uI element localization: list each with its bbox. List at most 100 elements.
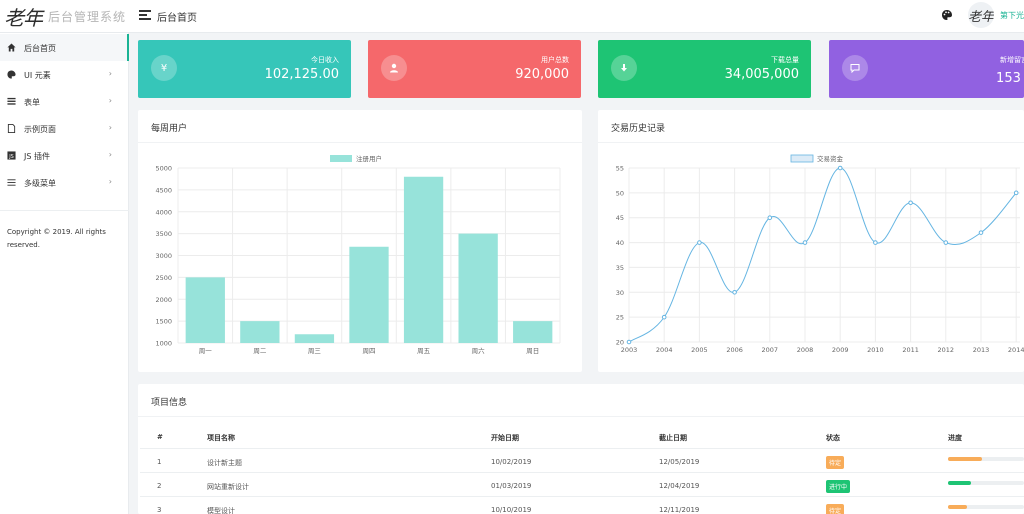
- weekly-users-chart: 注册用户 1000 1500 2000 2500 3000 3500 4000 4500 5000…: [155, 154, 561, 355]
- bar: [513, 321, 553, 343]
- trade-history-panel: 交易历史记录 交易资金 20 25 30 35 40 45 50 55 2003 2004 2005 2…: [598, 110, 1024, 372]
- home-icon: [7, 43, 16, 52]
- chevron-right-icon: ›: [108, 123, 112, 132]
- stat-value: 34,005,000: [724, 67, 799, 82]
- data-point: [626, 339, 632, 345]
- sidebar-item-forms[interactable]: 表单 ›: [0, 88, 129, 115]
- y-tick-label: 3000: [155, 252, 172, 260]
- x-tick-label: 2013: [973, 346, 990, 354]
- legend-label: 交易资金: [817, 154, 844, 163]
- stat-card-downloads[interactable]: 下载总量 34,005,000: [598, 40, 811, 98]
- panel-title: 项目信息: [151, 398, 188, 408]
- js-icon: JS: [7, 151, 16, 160]
- sidebar-item-label: UI 元素: [24, 71, 51, 80]
- table-divider: [140, 496, 1024, 497]
- x-tick-label: 周二: [253, 347, 266, 355]
- data-point: [873, 240, 878, 245]
- y-tick-label: 35: [616, 264, 624, 272]
- panel-divider: [598, 142, 1024, 143]
- data-point: [978, 230, 984, 235]
- sidebar-item-pages[interactable]: 示例页面 ›: [0, 115, 129, 142]
- svg-text:JS: JS: [8, 154, 14, 160]
- project-info-panel: 项目信息: [138, 384, 1024, 514]
- table-divider: [140, 472, 1024, 473]
- avatar[interactable]: 老年: [968, 2, 994, 28]
- table-cell-id: 1: [157, 458, 162, 466]
- download-icon: [611, 55, 637, 81]
- stat-label: 用户总数: [541, 56, 569, 64]
- sidebar-divider: [0, 210, 129, 211]
- table-header-progress[interactable]: 进度: [948, 434, 962, 442]
- y-tick-label: 1500: [155, 318, 172, 326]
- palette-icon: [7, 70, 16, 79]
- progress-fill: [948, 457, 983, 461]
- data-point: [943, 240, 949, 245]
- table-header-end[interactable]: 截止日期: [659, 434, 687, 442]
- sidebar-item-home[interactable]: 后台首页: [0, 34, 129, 61]
- data-point: [767, 215, 773, 221]
- x-tick-label: 周五: [417, 347, 431, 355]
- x-tick-label: 2004: [656, 346, 673, 354]
- table-cell-name: 设计新主题: [207, 459, 242, 467]
- stat-card-users[interactable]: 用户总数 920,000: [368, 40, 581, 98]
- progress-bar: [948, 481, 1024, 485]
- y-tick-label: 25: [616, 314, 624, 322]
- menu-toggle-icon[interactable]: [139, 10, 151, 20]
- table-header-start[interactable]: 开始日期: [491, 434, 519, 442]
- x-tick-label: 周日: [526, 347, 539, 355]
- x-tick-label: 2003: [621, 346, 638, 354]
- stat-value: 153 条: [996, 71, 1024, 86]
- x-tick-label: 2010: [867, 346, 884, 354]
- sidebar-item-label: JS 插件: [24, 152, 50, 161]
- data-point: [837, 165, 843, 171]
- table-header-status[interactable]: 状态: [826, 434, 840, 442]
- stat-label: 今日收入: [311, 56, 339, 64]
- data-point: [661, 314, 667, 320]
- table-cell-id: 2: [157, 482, 162, 490]
- sidebar-item-label: 表单: [24, 98, 40, 107]
- chevron-right-icon: ›: [108, 69, 112, 78]
- panel-title: 交易历史记录: [611, 124, 666, 134]
- table-cell-name: 网站重新设计: [207, 483, 249, 491]
- y-tick-label: 2500: [155, 274, 172, 282]
- sidebar-item-ui-elements[interactable]: UI 元素 ›: [0, 61, 129, 88]
- stat-label: 新增留言: [1000, 56, 1024, 64]
- palette-icon[interactable]: [941, 9, 953, 21]
- data-point: [697, 240, 702, 245]
- stat-card-income[interactable]: ¥ 今日收入 102,125.00: [138, 40, 351, 98]
- table-divider: [140, 448, 1024, 449]
- stat-value: 102,125.00: [264, 67, 339, 82]
- x-tick-label: 周四: [363, 347, 376, 355]
- progress-bar: [948, 505, 1024, 509]
- stat-card-messages[interactable]: 新增留言 153 条: [829, 40, 1024, 98]
- sidebar-item-js-plugins[interactable]: JS JS 插件 ›: [0, 142, 129, 169]
- y-tick-label: 4500: [155, 186, 172, 194]
- chevron-right-icon: ›: [108, 177, 112, 186]
- username-link[interactable]: 第下光: [1000, 11, 1024, 20]
- y-tick-label: 20: [616, 339, 624, 347]
- trade-history-chart: 交易资金 20 25 30 35 40 45 50 55 2003 2004 2005 2006 2007…: [616, 154, 1024, 354]
- status-badge: 进行中: [826, 480, 851, 493]
- sidebar-item-label: 示例页面: [24, 125, 56, 134]
- y-tick-label: 2000: [155, 296, 172, 304]
- sidebar-item-multilevel-menu[interactable]: 多级菜单 ›: [0, 169, 129, 196]
- legend-swatch: [790, 154, 814, 163]
- table-header-id[interactable]: #: [157, 433, 163, 441]
- x-tick-label: 周六: [472, 346, 486, 355]
- table-cell-id: 3: [157, 506, 162, 514]
- x-tick-label: 2012: [938, 346, 955, 354]
- sidebar-item-label: 多级菜单: [24, 179, 56, 188]
- logo-mark: 老年: [4, 5, 43, 30]
- x-tick-label: 2011: [902, 346, 919, 354]
- table-header-name[interactable]: 项目名称: [207, 434, 235, 442]
- file-icon: [7, 124, 16, 133]
- x-tick-label: 2005: [691, 346, 708, 354]
- weekly-users-panel: 每周用户 注册用户 1000 1500 2000 2500 3000 3500 4000 450…: [138, 110, 582, 372]
- table-cell-start: 10/02/2019: [491, 458, 532, 466]
- panel-title: 每周用户: [151, 124, 188, 134]
- series-line: [628, 167, 1017, 343]
- y-tick-label: 55: [616, 165, 624, 173]
- data-point: [1013, 190, 1019, 196]
- logo[interactable]: 老年 后台管理系统: [4, 3, 126, 30]
- yen-icon: ¥: [151, 55, 177, 81]
